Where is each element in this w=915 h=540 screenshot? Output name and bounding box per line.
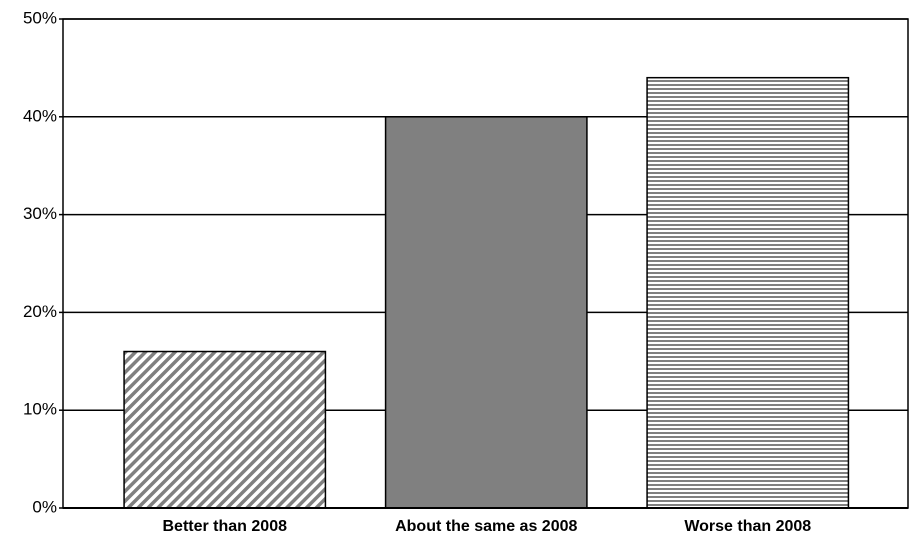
x-tick-label: Worse than 2008 [684, 518, 811, 535]
y-tick-label: 20% [23, 302, 57, 321]
bar [123, 350, 327, 509]
bar [384, 116, 588, 509]
y-tick-label: 30% [23, 204, 57, 223]
x-tick-label: Better than 2008 [163, 518, 288, 535]
y-tick-label: 10% [23, 400, 57, 419]
bar [646, 76, 850, 509]
y-tick-label: 40% [23, 106, 57, 125]
y-tick-label: 0% [32, 497, 57, 516]
x-tick-label: About the same as 2008 [395, 518, 577, 535]
y-tick-label: 50% [23, 8, 57, 27]
